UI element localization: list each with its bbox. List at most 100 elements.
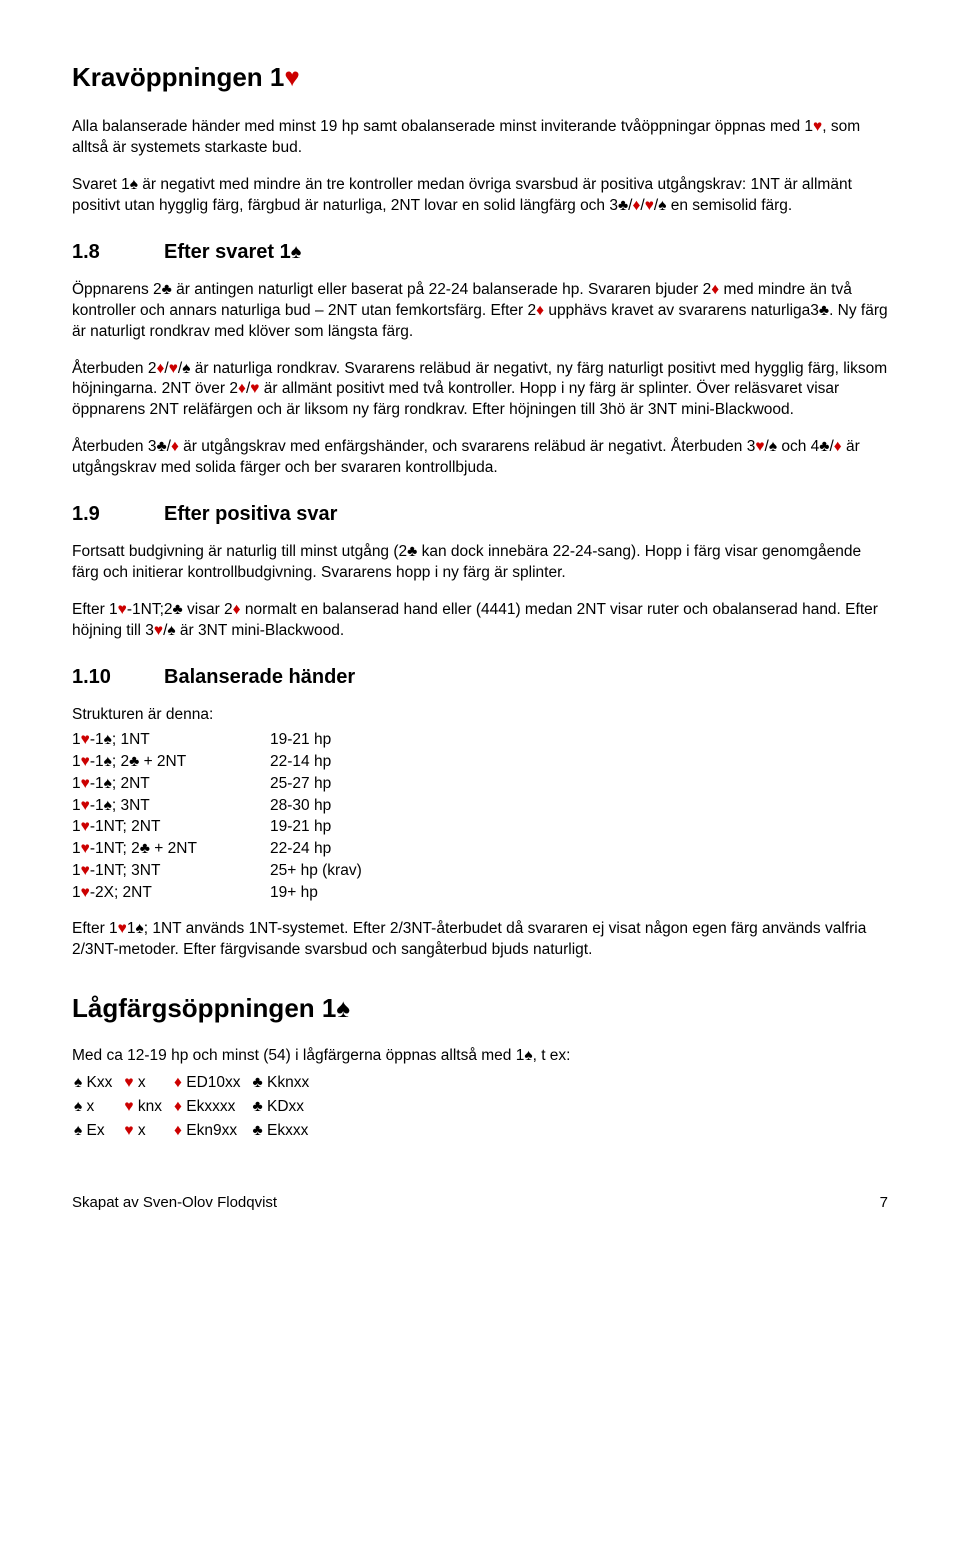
table-row: 1♥-1NT; 2NT19-21 hp (72, 817, 370, 839)
heart-icon: ♥ (755, 438, 764, 455)
spade-icon: ♠ (104, 731, 112, 748)
section-number: 1.9 (72, 501, 164, 528)
heart-icon: ♥ (118, 920, 127, 937)
club-icon: ♣ (156, 438, 166, 455)
hand-row: ♠ x♥ knx♦ Ekxxxx♣ KDxx (74, 1097, 319, 1119)
text: är 3NT mini-Blackwood. (176, 622, 345, 639)
spade-icon: ♠ (104, 753, 112, 770)
hp-range: 19+ hp (270, 883, 370, 905)
hand-row: ♠ Kxx♥ x♦ ED10xx♣ Kknxx (74, 1073, 319, 1095)
table-row: 1♥-1♠; 2NT25-27 hp (72, 774, 370, 796)
heart-icon: ♥ (118, 601, 127, 618)
diamond-icon: ♦ (711, 281, 719, 298)
text: och 4 (777, 438, 819, 455)
heart-icon: ♥ (124, 1122, 133, 1139)
text: ; 1NT används 1NT-systemet. Efter 2/3NT-… (72, 920, 866, 958)
table-row: 1♥-1♠; 1NT19-21 hp (72, 730, 370, 752)
heart-icon: ♥ (81, 731, 90, 748)
bid-sequence: 1♥-1NT; 3NT (72, 861, 270, 883)
diamond-icon: ♦ (174, 1122, 182, 1139)
hp-range: 22-14 hp (270, 752, 370, 774)
table-row: 1♥-1NT; 3NT25+ hp (krav) (72, 861, 370, 883)
hand-cell: ♥ x (124, 1121, 172, 1143)
diamond-icon: ♦ (238, 380, 246, 397)
hand-cell: ♦ Ekn9xx (174, 1121, 251, 1143)
bid-sequence: 1♥-1♠; 3NT (72, 796, 270, 818)
club-icon: ♣ (253, 1074, 263, 1091)
heart-icon: ♥ (81, 753, 90, 770)
bid-sequence: 1♥-1♠; 2♣ + 2NT (72, 752, 270, 774)
text: Svaret 1 (72, 176, 130, 193)
diamond-icon: ♦ (171, 438, 179, 455)
text: , t ex: (533, 1047, 571, 1064)
table-row: 1♥-1♠; 3NT28-30 hp (72, 796, 370, 818)
text: 1 (127, 920, 136, 937)
heart-icon: ♥ (124, 1074, 133, 1091)
hand-cell: ♠ x (74, 1097, 122, 1119)
spade-icon: ♠ (74, 1074, 82, 1091)
hand-cell: ♣ Kknxx (253, 1073, 320, 1095)
table-row: 1♥-1NT; 2♣ + 2NT22-24 hp (72, 839, 370, 861)
club-icon: ♣ (253, 1122, 263, 1139)
footer-author: Skapat av Sven-Olov Flodqvist (72, 1193, 277, 1213)
text: är utgångskrav med enfärgshänder, och sv… (179, 438, 755, 455)
spade-icon: ♠ (136, 920, 144, 937)
text: Alla balanserade händer med minst 19 hp … (72, 118, 813, 135)
club-icon: ♣ (162, 281, 172, 298)
hp-range: 25+ hp (krav) (270, 861, 370, 883)
spade-icon: ♠ (74, 1098, 82, 1115)
s19-p2: Efter 1♥-1NT;2♣ visar 2♦ normalt en bala… (72, 600, 888, 642)
page-number: 7 (880, 1193, 888, 1213)
section-number: 1.8 (72, 239, 164, 266)
intro-p2: Svaret 1♠ är negativt med mindre än tre … (72, 175, 888, 217)
heart-icon: ♥ (81, 884, 90, 901)
heart-icon: ♥ (81, 818, 90, 835)
heart-icon: ♥ (124, 1098, 133, 1115)
table-row: 1♥-1♠; 2♣ + 2NT22-14 hp (72, 752, 370, 774)
text: upphävs kravet av svararens naturliga3 (544, 302, 819, 319)
hand-cell: ♦ ED10xx (174, 1073, 251, 1095)
text: Återbuden 2 (72, 360, 156, 377)
spade-icon: ♠ (104, 775, 112, 792)
club-icon: ♣ (618, 197, 628, 214)
hp-range: 19-21 hp (270, 730, 370, 752)
example-hands-table: ♠ Kxx♥ x♦ ED10xx♣ Kknxx♠ x♥ knx♦ Ekxxxx♣… (72, 1071, 321, 1145)
text: visar 2 (183, 601, 233, 618)
section-heading-1-10: 1.10Balanserade händer (72, 664, 888, 691)
section-number: 1.10 (72, 664, 164, 691)
club-icon: ♣ (819, 438, 829, 455)
hand-cell: ♠ Ex (74, 1121, 122, 1143)
text: är antingen naturligt eller baserat på 2… (172, 281, 711, 298)
hand-cell: ♣ Ekxxx (253, 1121, 320, 1143)
text: Med ca 12-19 hp och minst (54) i lågfärg… (72, 1047, 524, 1064)
club-icon: ♣ (129, 753, 139, 770)
club-icon: ♣ (140, 840, 150, 857)
page-title: Kravöppningen 1♥ (72, 60, 888, 95)
hand-cell: ♣ KDxx (253, 1097, 320, 1119)
diamond-icon: ♦ (834, 438, 842, 455)
spade-icon: ♠ (74, 1122, 82, 1139)
low-p1: Med ca 12-19 hp och minst (54) i lågfärg… (72, 1046, 888, 1067)
text: Återbuden 3 (72, 438, 156, 455)
text: Efter 1 (72, 601, 118, 618)
text: en semisolid färg. (666, 197, 792, 214)
hand-cell: ♠ Kxx (74, 1073, 122, 1095)
bid-sequence: 1♥-1♠; 2NT (72, 774, 270, 796)
heart-icon: ♥ (169, 360, 178, 377)
diamond-icon: ♦ (632, 197, 640, 214)
diamond-icon: ♦ (174, 1074, 182, 1091)
section-heading-1-9: 1.9Efter positiva svar (72, 501, 888, 528)
club-icon: ♣ (173, 601, 183, 618)
heart-icon: ♥ (81, 797, 90, 814)
diamond-icon: ♦ (156, 360, 164, 377)
section-title: Balanserade händer (164, 666, 355, 688)
club-icon: ♣ (407, 543, 417, 560)
bid-sequence: 1♥-1NT; 2♣ + 2NT (72, 839, 270, 861)
text: Öppnarens 2 (72, 281, 162, 298)
spade-icon: ♠ (769, 438, 777, 455)
diamond-icon: ♦ (536, 302, 544, 319)
text: Efter 1 (72, 920, 118, 937)
bid-sequence: 1♥-2X; 2NT (72, 883, 270, 905)
heart-icon: ♥ (81, 862, 90, 879)
text: -1NT;2 (127, 601, 173, 618)
